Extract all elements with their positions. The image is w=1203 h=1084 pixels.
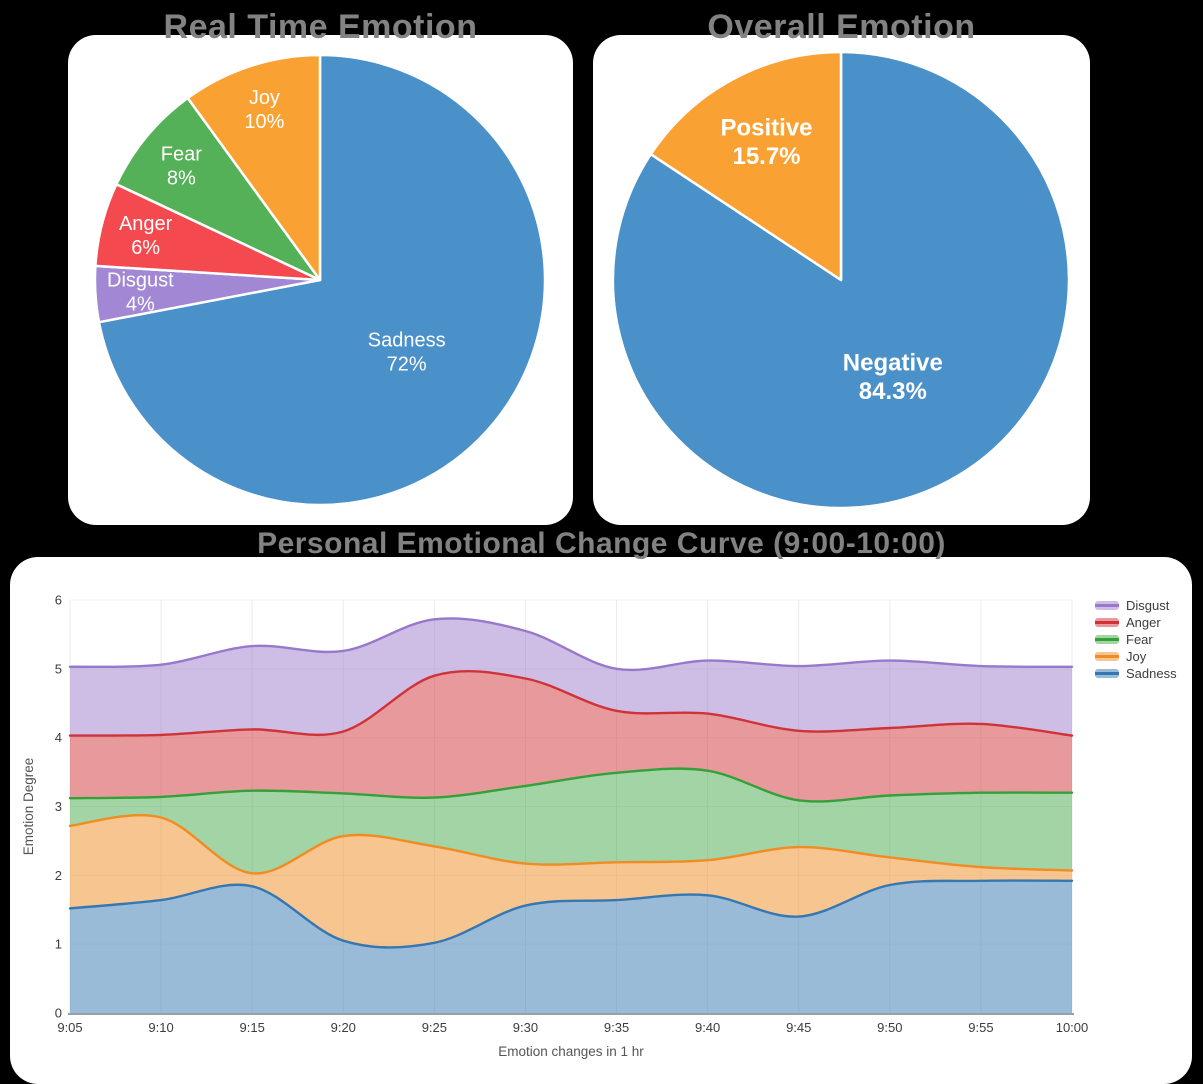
x-tick-label: 9:15	[240, 1020, 265, 1035]
legend-label-anger: Anger	[1126, 615, 1161, 630]
pie-label-joy: Joy 10%	[244, 87, 284, 133]
x-tick-label: 9:20	[331, 1020, 356, 1035]
y-tick-label: 1	[55, 937, 62, 952]
legend-label-disgust: Disgust	[1126, 598, 1170, 613]
pie-label-negative: Negative 84.3%	[843, 349, 943, 405]
legend-swatch-fear	[1095, 635, 1119, 644]
x-tick-label: 9:10	[148, 1020, 173, 1035]
legend-label-sadness: Sadness	[1126, 666, 1177, 681]
y-tick-label: 3	[55, 799, 62, 814]
area-line-fear	[68, 767, 1074, 803]
pie-label-sadness: Sadness 72%	[368, 330, 446, 376]
area-line-anger	[68, 669, 1074, 737]
area-band-anger	[70, 671, 1072, 802]
legend-item-sadness[interactable]: Sadness	[1095, 667, 1177, 680]
legend-item-joy[interactable]: Joy	[1095, 650, 1177, 663]
pie-label-fear: Fear 8%	[161, 143, 202, 189]
x-tick-label: 9:45	[786, 1020, 811, 1035]
realtime-pie-title: Real Time Emotion	[163, 8, 478, 46]
y-tick-label: 0	[55, 1006, 62, 1021]
realtime-pie-card: Sadness 72% Disgust 4% Anger 6% Fear 8% Joy 10%	[68, 35, 573, 525]
y-tick-label: 5	[55, 661, 62, 676]
x-tick-label: 9:35	[604, 1020, 629, 1035]
pie-slice-fear[interactable]	[115, 96, 322, 282]
legend-item-anger[interactable]: Anger	[1095, 616, 1177, 629]
y-tick-label: 4	[55, 730, 62, 745]
pie-slice-positive[interactable]	[649, 50, 843, 282]
legend-swatch-joy	[1095, 652, 1119, 661]
area-line-joy	[68, 813, 1074, 875]
pie-slice-joy[interactable]	[186, 53, 322, 282]
area-band-disgust	[70, 618, 1072, 736]
overall-pie-card: Negative 84.3% Positive 15.7%	[593, 35, 1090, 525]
overall-pie-chart: Negative 84.3% Positive 15.7%	[611, 50, 1071, 510]
pie-label-anger: Anger 6%	[119, 213, 173, 259]
y-tick-label: 2	[55, 868, 62, 883]
x-tick-label: 9:05	[57, 1020, 82, 1035]
curve-title: Personal Emotional Change Curve (9:00-10…	[257, 527, 946, 560]
legend-item-fear[interactable]: Fear	[1095, 633, 1177, 646]
area-line-disgust	[68, 617, 1074, 672]
legend-item-disgust[interactable]: Disgust	[1095, 599, 1177, 612]
x-tick-label: 9:25	[422, 1020, 447, 1035]
pie-label-disgust: Disgust 4%	[107, 269, 174, 315]
legend-label-fear: Fear	[1126, 632, 1153, 647]
legend-swatch-anger	[1095, 618, 1119, 627]
legend-swatch-sadness	[1095, 669, 1119, 678]
overall-pie-title: Overall Emotion	[707, 8, 976, 46]
x-axis-title: Emotion changes in 1 hr	[498, 1044, 644, 1059]
legend-swatch-disgust	[1095, 601, 1119, 610]
curve-legend: Disgust Anger Fear Joy Sadness	[1095, 599, 1177, 680]
pie-label-positive: Positive 15.7%	[720, 114, 812, 170]
x-tick-label: 10:00	[1056, 1020, 1089, 1035]
x-tick-label: 9:40	[695, 1020, 720, 1035]
emotion-curve-chart: 9:05 9:10 9:15 9:20 9:25 9:30 9:35 9:40 9:45 9:50…	[21, 593, 1089, 1060]
area-line-sadness	[68, 879, 1074, 949]
area-band-sadness	[70, 880, 1072, 1013]
realtime-pie-chart: Sadness 72% Disgust 4% Anger 6% Fear 8% Joy 10%	[93, 53, 547, 507]
curve-card: 9:05 9:10 9:15 9:20 9:25 9:30 9:35 9:40 9:45 9:50…	[10, 557, 1192, 1084]
x-tick-label: 9:50	[877, 1020, 902, 1035]
pie-slice-sadness[interactable]	[97, 53, 547, 507]
x-tick-label: 9:55	[968, 1020, 993, 1035]
legend-label-joy: Joy	[1126, 649, 1147, 664]
y-tick-label: 6	[55, 593, 62, 608]
y-axis-title: Emotion Degree	[21, 758, 36, 856]
x-tick-label: 9:30	[513, 1020, 538, 1035]
